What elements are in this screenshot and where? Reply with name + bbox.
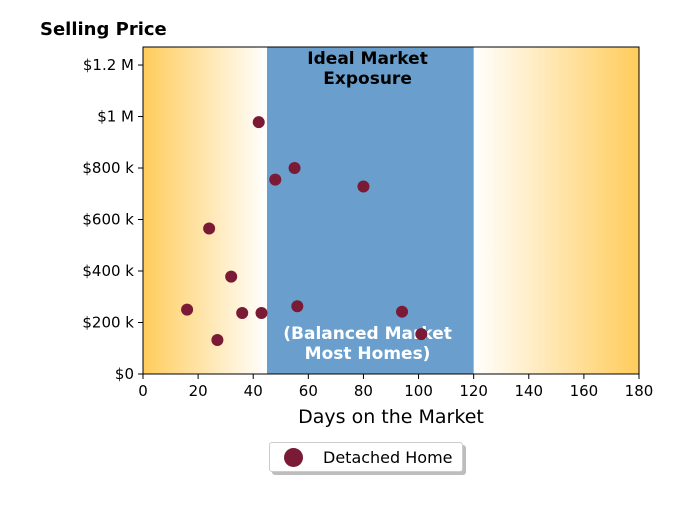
y-tick-label: $1 M — [97, 108, 134, 126]
plot-frame — [142, 46, 640, 375]
x-tick-label: 120 — [459, 382, 488, 400]
annotation-balanced-market: (Balanced Market Most Homes) — [283, 324, 452, 364]
chart-title: Selling Price — [40, 19, 167, 40]
y-axis: $0 $200 k $400 k $600 k $800 k $1 M $1.2 M — [82, 56, 143, 383]
legend-marker-icon — [284, 448, 303, 467]
data-point — [415, 328, 428, 341]
data-point — [252, 116, 265, 129]
x-tick-label: 0 — [138, 382, 148, 400]
data-point — [288, 162, 301, 175]
background-gradient-left — [143, 47, 267, 374]
data-point — [181, 303, 194, 316]
x-tick-label: 100 — [404, 382, 433, 400]
annotations: Ideal Market Exposure (Balanced Market Most… — [283, 49, 452, 364]
data-point — [269, 173, 282, 186]
data-points — [181, 116, 428, 347]
y-tick-label: $200 k — [82, 314, 134, 332]
ideal-exposure-band — [267, 47, 474, 374]
data-point — [236, 306, 249, 319]
legend: Detached Home — [269, 442, 463, 472]
y-tick-label: $1.2 M — [83, 56, 134, 74]
data-point — [255, 306, 268, 319]
data-point — [225, 270, 238, 283]
x-axis: 0 20 40 60 80 100 120 140 160 180 — [138, 374, 653, 400]
x-tick-label: 40 — [244, 382, 263, 400]
data-point — [211, 334, 224, 347]
background-gradient-right — [473, 47, 639, 374]
x-axis-label: Days on the Market — [298, 406, 484, 428]
data-point — [203, 222, 216, 235]
x-tick-label: 140 — [514, 382, 543, 400]
market-band — [267, 47, 474, 374]
y-tick-label: $400 k — [82, 262, 134, 280]
x-tick-label: 80 — [354, 382, 373, 400]
x-tick-label: 20 — [189, 382, 208, 400]
y-tick-label: $600 k — [82, 211, 134, 229]
x-tick-label: 180 — [625, 382, 654, 400]
y-tick-label: $0 — [115, 365, 134, 383]
x-tick-label: 160 — [570, 382, 599, 400]
x-tick-label: 60 — [299, 382, 318, 400]
data-point — [357, 180, 370, 193]
data-point — [291, 300, 304, 313]
y-tick-label: $800 k — [82, 159, 134, 177]
legend-label-detached-home: Detached Home — [323, 448, 453, 467]
annotation-ideal-market-exposure: Ideal Market Exposure — [307, 49, 428, 89]
data-point — [396, 305, 409, 318]
